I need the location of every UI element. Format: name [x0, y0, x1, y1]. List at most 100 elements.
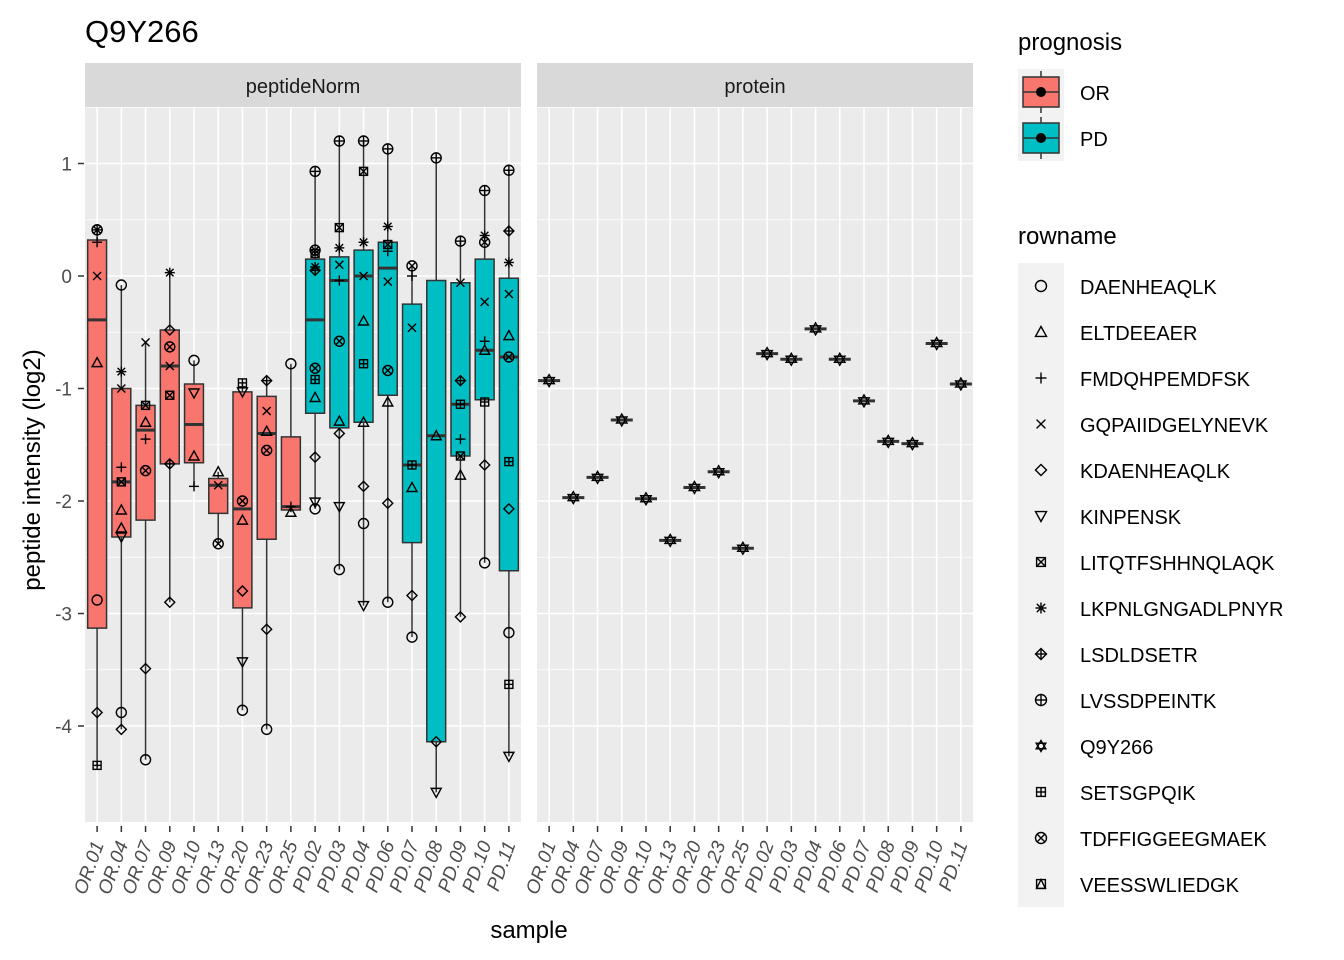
data-point: [407, 271, 417, 281]
data-point: [310, 248, 320, 259]
y-tick-label: 1: [61, 155, 72, 176]
data-point: [141, 337, 151, 347]
data-point: [405, 481, 419, 493]
facet-panels: peptideNormOR.01OR.04OR.07OR.09OR.10OR.1…: [55, 63, 973, 897]
y-tick-label: -3: [55, 605, 72, 626]
data-point: [187, 449, 201, 461]
data-point: [333, 501, 346, 514]
data-point: [309, 264, 322, 277]
data-point: [333, 135, 346, 147]
data-point: [478, 236, 491, 248]
box: [474, 258, 495, 401]
box: [353, 249, 374, 423]
legend-label: LKPNLGNGADLPNYR: [1080, 599, 1283, 621]
data-point: [430, 429, 443, 441]
boxplot-OR.04: [111, 279, 132, 736]
data-point: [260, 374, 273, 387]
data-point: [260, 623, 273, 636]
data-point: [213, 480, 223, 490]
boxplot-OR.25: [280, 358, 302, 517]
data-point: [116, 477, 127, 487]
legend-shape-diamond-plus: [1034, 647, 1048, 661]
data-point: [115, 503, 128, 515]
legend-item-VEESSWLIEDGK: VEESSWLIEDGK: [1035, 875, 1240, 897]
boxplot-PD.02: [304, 165, 326, 515]
data-point: [236, 585, 249, 597]
data-point: [309, 165, 321, 178]
data-point: [357, 314, 370, 326]
legend-label: KDAENHEAQLK: [1080, 461, 1231, 483]
data-point: [237, 378, 248, 388]
box: [498, 277, 520, 572]
legend-shape-square-triangle: [1035, 878, 1047, 890]
data-point: [357, 480, 370, 493]
facet-panel-protein: proteinOR.01OR.04OR.07OR.09OR.10OR.13OR.…: [522, 63, 973, 897]
data-point: [503, 257, 514, 268]
legend-item-LSDLDSETR: LSDLDSETR: [1034, 645, 1198, 667]
legend-label: FMDQHPEMDFSK: [1080, 369, 1251, 391]
data-point: [92, 760, 102, 771]
data-point: [359, 271, 369, 281]
box: [232, 391, 253, 609]
protein-point: [663, 532, 677, 548]
data-point: [358, 237, 369, 248]
data-point: [164, 267, 175, 278]
data-point: [163, 324, 176, 336]
data-point: [455, 278, 465, 288]
data-point: [140, 434, 151, 445]
y-axis: 1 0 -1 -2 -3 -4: [55, 155, 84, 738]
boxplot-OR.23: [256, 374, 277, 736]
box: [304, 258, 326, 414]
data-point: [139, 662, 152, 675]
data-point: [165, 361, 175, 371]
data-point: [480, 297, 490, 307]
legend-item-LITQTFSHHNQLAQK: LITQTFSHHNQLAQK: [1035, 553, 1275, 575]
box: [135, 404, 156, 521]
data-point: [236, 387, 249, 399]
data-point: [116, 384, 126, 393]
data-point: [454, 235, 467, 247]
data-point: [90, 356, 104, 368]
protein-point: [954, 376, 968, 392]
boxplots: [86, 135, 520, 799]
data-point: [430, 152, 442, 164]
y-tick-label: -2: [55, 492, 72, 513]
protein-point: [712, 464, 726, 480]
data-point: [139, 464, 152, 477]
y-tick-label: -1: [55, 380, 72, 401]
box: [280, 436, 302, 511]
box: [450, 282, 471, 457]
data-point: [381, 395, 394, 407]
protein-point: [688, 480, 701, 495]
data-point: [406, 631, 418, 643]
protein-point: [857, 393, 871, 409]
data-point: [454, 610, 467, 623]
legend-item-KINPENSK: KINPENSK: [1034, 507, 1182, 529]
data-point: [357, 135, 370, 147]
data-point: [188, 354, 200, 367]
data-point: [406, 260, 418, 272]
legend-item-Q9Y266: Q9Y266: [1034, 737, 1153, 759]
data-point: [502, 225, 515, 237]
data-point: [504, 456, 514, 467]
y-tick-label: 0: [61, 267, 72, 288]
data-point: [115, 279, 128, 291]
data-point: [236, 657, 249, 669]
data-point: [430, 735, 443, 748]
box: [401, 303, 423, 544]
data-point: [189, 481, 199, 492]
legend-shape-square-plus: [1035, 786, 1047, 798]
data-point: [92, 237, 103, 248]
protein-point: [930, 336, 944, 351]
data-point: [504, 289, 514, 299]
legend-label: DAENHEAQLK: [1080, 277, 1217, 299]
data-point: [187, 388, 201, 400]
data-point: [92, 271, 102, 281]
boxplot-OR.13: [208, 465, 229, 550]
legend-key-dot: [1036, 133, 1046, 143]
legend-item-GQPAIIDGELYNEVK: GQPAIIDGELYNEVK: [1036, 415, 1269, 437]
boxplot-PD.11: [498, 164, 520, 763]
data-point: [285, 358, 297, 370]
boxplot-PD.06: [377, 143, 398, 608]
data-point: [407, 460, 417, 470]
